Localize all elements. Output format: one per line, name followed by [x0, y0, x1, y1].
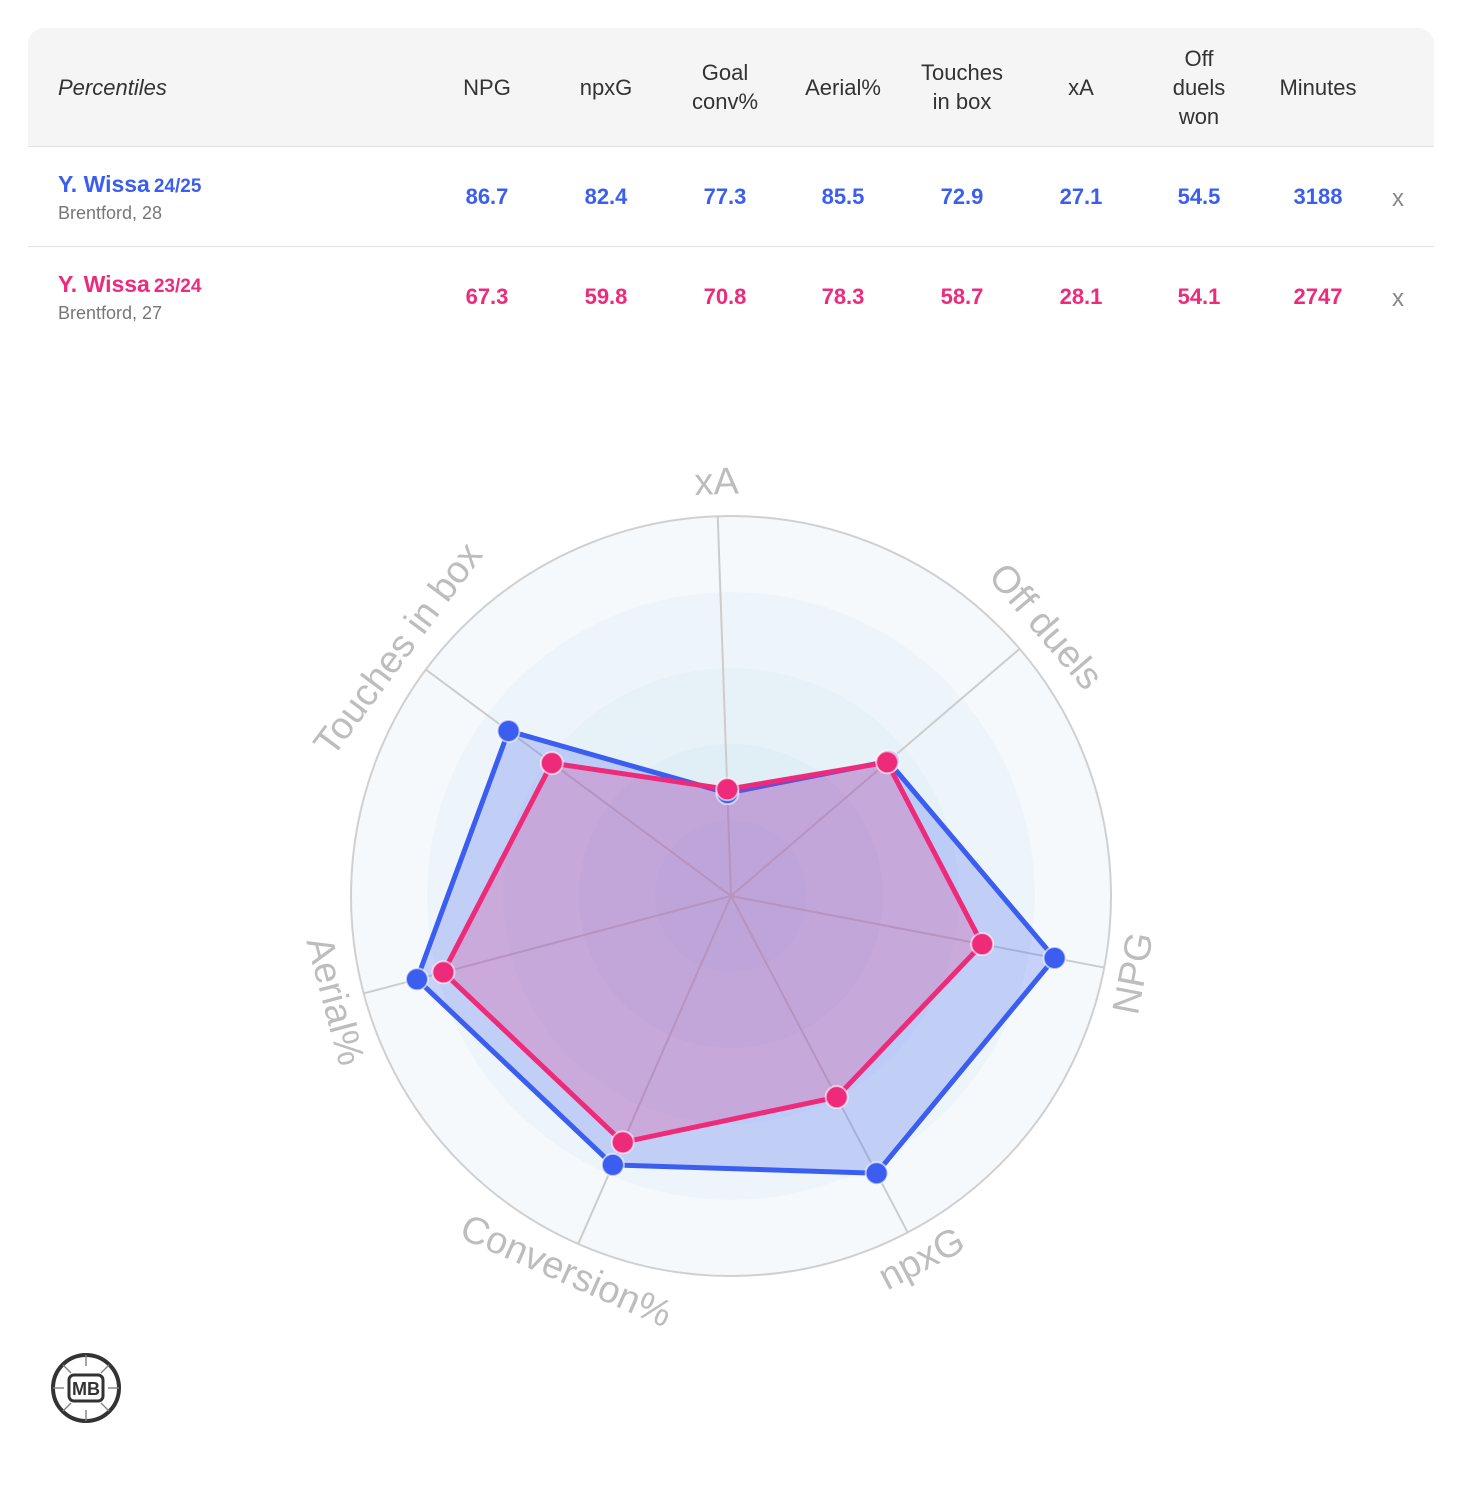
radar-spoke — [716, 516, 732, 897]
column-header[interactable]: npxG — [579, 74, 633, 100]
data-point — [496, 718, 521, 743]
column-header[interactable]: Goal conv% — [691, 60, 759, 114]
player-name: Y. Wissa 24/25 — [58, 171, 202, 197]
percentile-table: Percentiles NPG npxG Goal conv% Aerial% Touch… — [28, 28, 1434, 346]
player-row-2: Y. Wissa 23/24 Brentford, 27 67.3 59.8 70.8… — [28, 247, 1434, 346]
remove-player-button[interactable]: x — [1392, 284, 1404, 312]
radar-spoke — [425, 668, 732, 897]
player-club: Brentford, 27 — [58, 303, 163, 323]
stat-value: 27.1 — [1059, 183, 1103, 209]
radar-spoke — [577, 895, 732, 1245]
data-point — [610, 1130, 635, 1155]
data-point — [600, 1152, 625, 1177]
series-area-1 — [414, 728, 1058, 1176]
stat-value: 70.8 — [703, 283, 747, 309]
mb-logo: MB — [51, 1353, 121, 1423]
data-point — [824, 1085, 849, 1110]
axis-label: xA — [694, 460, 740, 504]
column-header[interactable]: Off duels won — [1172, 45, 1226, 129]
data-point — [404, 967, 429, 992]
data-point — [539, 751, 564, 776]
data-point — [875, 750, 900, 775]
remove-player-button[interactable]: x — [1392, 184, 1404, 212]
player-season: 23/24 — [153, 276, 202, 297]
radar-spoke — [730, 895, 1105, 969]
column-header[interactable]: NPG — [463, 74, 511, 100]
player-season: 24/25 — [153, 176, 202, 197]
stat-value: 67.3 — [465, 283, 509, 309]
stat-value: 85.5 — [821, 183, 865, 209]
stat-value: 86.7 — [465, 183, 509, 209]
percentiles-label: Percentiles — [58, 75, 167, 100]
column-header[interactable]: Touches in box — [921, 60, 1003, 114]
stat-value: 28.1 — [1059, 283, 1103, 309]
player-name: Y. Wissa 23/24 — [58, 271, 202, 297]
axis-label: NPG — [1105, 929, 1162, 1018]
stat-value: 54.1 — [1177, 283, 1221, 309]
stat-value: 59.8 — [584, 283, 628, 309]
data-point — [864, 1161, 889, 1186]
stat-value: 72.9 — [940, 183, 984, 209]
player-row-1: Y. Wissa 24/25 Brentford, 28 86.7 82.4 77.3… — [28, 147, 1434, 247]
stat-value: 82.4 — [584, 183, 628, 209]
stat-value: 58.7 — [940, 283, 984, 309]
stat-value: 77.3 — [703, 183, 747, 209]
series-area-2 — [440, 759, 985, 1145]
table-header: Percentiles NPG npxG Goal conv% Aerial% Touch… — [28, 28, 1434, 147]
stat-value: 3188 — [1293, 183, 1343, 209]
stat-value: 54.5 — [1177, 183, 1221, 209]
column-header[interactable]: xA — [1068, 74, 1094, 100]
column-header[interactable]: Minutes — [1279, 74, 1357, 100]
radar-spoke — [730, 648, 1021, 897]
data-point — [715, 777, 740, 802]
stat-value: 2747 — [1293, 283, 1343, 309]
data-point — [970, 932, 995, 957]
player-club: Brentford, 28 — [58, 203, 163, 223]
stat-value: 78.3 — [821, 283, 865, 309]
data-point — [1042, 946, 1067, 971]
column-header[interactable]: Aerial% — [805, 74, 881, 100]
logo-text: MB — [72, 1379, 100, 1399]
data-point — [431, 960, 456, 985]
